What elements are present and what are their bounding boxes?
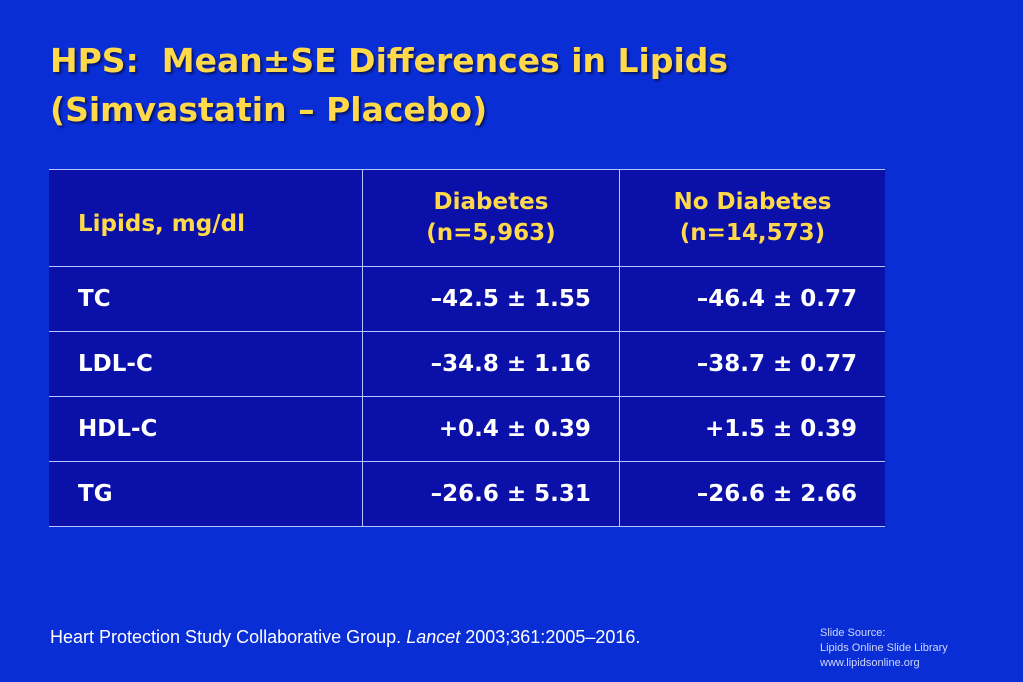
- header-no-diabetes: No Diabetes (n=14,573): [619, 169, 885, 267]
- table-row: TC –42.5 ± 1.55 –46.4 ± 0.77: [49, 266, 885, 332]
- lipid-name: LDL-C: [49, 331, 364, 397]
- header-no-diabetes-n: (n=14,573): [679, 220, 826, 246]
- citation-authors: Heart Protection Study Collaborative Gro…: [50, 627, 407, 647]
- citation-journal: Lancet: [406, 627, 461, 647]
- lipid-name: TC: [49, 266, 364, 332]
- no-diabetes-value: –46.4 ± 0.77: [619, 266, 885, 332]
- header-lipids: Lipids, mg/dl: [49, 169, 364, 267]
- header-diabetes: Diabetes (n=5,963): [362, 169, 620, 267]
- lipid-name: HDL-C: [49, 396, 364, 462]
- source-label: Slide Source:: [820, 627, 886, 639]
- no-diabetes-value: –38.7 ± 0.77: [619, 331, 885, 397]
- header-diabetes-label: Diabetes: [433, 189, 549, 215]
- lipid-name: TG: [49, 461, 364, 527]
- no-diabetes-value: –26.6 ± 2.66: [619, 461, 885, 527]
- slide-source: Slide Source: Lipids Online Slide Librar…: [820, 626, 948, 671]
- diabetes-value: –26.6 ± 5.31: [362, 461, 620, 527]
- slide-title-line1: HPS: Mean±SE Differences in Lipids: [50, 41, 729, 80]
- table-row: HDL-C +0.4 ± 0.39 +1.5 ± 0.39: [49, 396, 885, 462]
- source-library: Lipids Online Slide Library: [820, 642, 948, 654]
- lipids-table: Lipids, mg/dl Diabetes (n=5,963) No Diab…: [49, 169, 885, 527]
- source-url: www.lipidsonline.org: [820, 657, 920, 669]
- header-diabetes-n: (n=5,963): [426, 220, 556, 246]
- diabetes-value: –42.5 ± 1.55: [362, 266, 620, 332]
- no-diabetes-value: +1.5 ± 0.39: [619, 396, 885, 462]
- diabetes-value: +0.4 ± 0.39: [362, 396, 620, 462]
- table-row: LDL-C –34.8 ± 1.16 –38.7 ± 0.77: [49, 331, 885, 397]
- citation-details: 2003;361:2005–2016.: [460, 627, 641, 647]
- table-row: TG –26.6 ± 5.31 –26.6 ± 2.66: [49, 461, 885, 527]
- slide-title: HPS: Mean±SE Differences in Lipids (Simv…: [50, 36, 950, 134]
- citation: Heart Protection Study Collaborative Gro…: [50, 627, 640, 648]
- table-header-row: Lipids, mg/dl Diabetes (n=5,963) No Diab…: [49, 169, 885, 267]
- slide-title-line2: (Simvastatin – Placebo): [50, 90, 488, 129]
- diabetes-value: –34.8 ± 1.16: [362, 331, 620, 397]
- header-no-diabetes-label: No Diabetes: [673, 189, 832, 215]
